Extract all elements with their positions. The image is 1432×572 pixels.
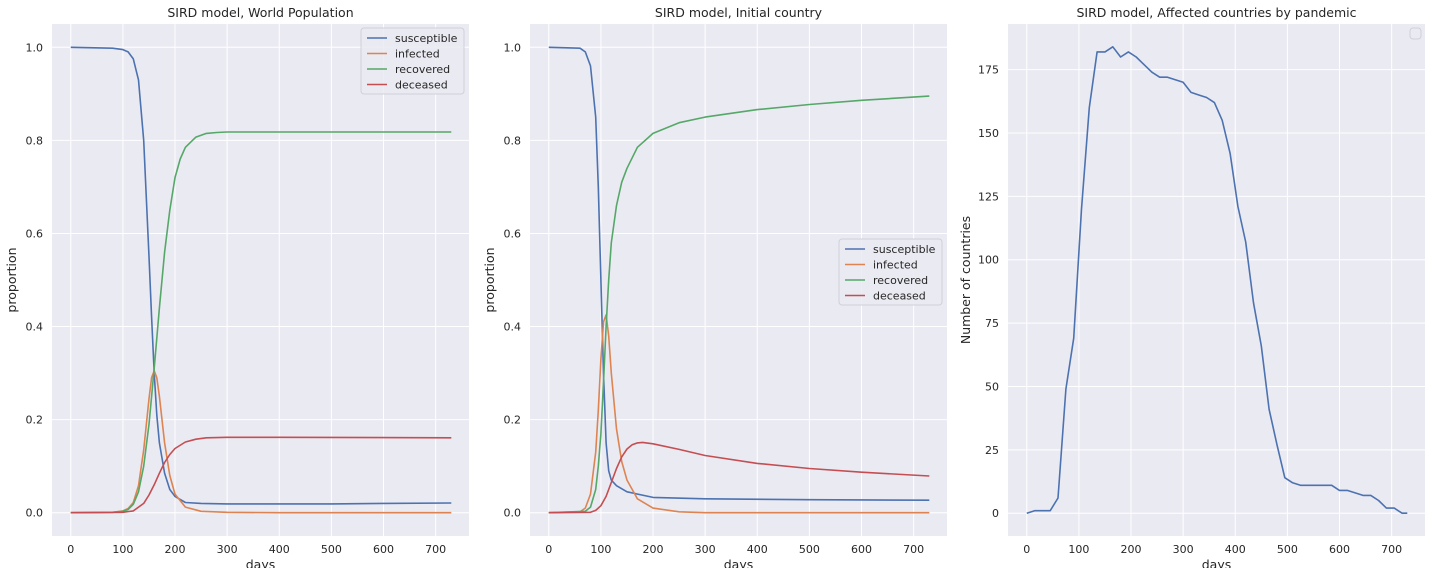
chart1-y-axis-label: proportion [4, 247, 19, 312]
chart2-legend-label-deceased: deceased [873, 290, 926, 303]
chart1-x-tick-label: 700 [425, 543, 446, 556]
chart3-legend [1409, 27, 1422, 40]
chart2-y-tick-label: 1.0 [504, 41, 522, 54]
chart1-y-tick-label: 0.2 [26, 414, 44, 427]
chart2-y-tick-label: 0.8 [504, 134, 522, 147]
chart1-y-tick-label: 0.6 [26, 227, 44, 240]
chart3-x-tick-label: 200 [1121, 543, 1142, 556]
chart2-y-tick-label: 0.0 [504, 507, 522, 520]
chart3: 0 100 200 300 400 500 600 700 0 25 50 75 100 125 150 17… [958, 5, 1425, 572]
chart1-x-tick-label: 400 [269, 543, 290, 556]
chart3-y-tick-label: 50 [985, 380, 999, 393]
chart2-legend [838, 238, 943, 306]
chart1-x-tick-label: 600 [373, 543, 394, 556]
chart1-legend-label-infected: infected [395, 48, 440, 61]
chart1-series-line-susceptible [70, 46, 452, 505]
chart2-y-tick-label: 0.2 [504, 414, 522, 427]
chart3-y-tick-label: 0 [992, 507, 999, 520]
chart1-y-tick-label: 0.0 [26, 507, 44, 520]
chart1-legend-label-deceased: deceased [395, 79, 448, 92]
chart2-series-line-infected [548, 314, 930, 514]
chart2-legend-label-recovered: recovered [873, 274, 928, 287]
chart1-x-tick-label: 300 [217, 543, 238, 556]
chart1-series-line-deceased [70, 436, 452, 514]
chart3-x-tick-label: 500 [1277, 543, 1298, 556]
chart3-title: SIRD model, Affected countries by pandem… [1076, 5, 1356, 20]
chart3-x-tick-label: 300 [1173, 543, 1194, 556]
chart2-x-tick-label: 600 [851, 543, 872, 556]
chart1-plot-area [52, 24, 469, 536]
chart2-y-axis-label: proportion [482, 247, 497, 312]
chart3-plot-area [1008, 24, 1425, 536]
chart1-legend-label-recovered: recovered [395, 63, 450, 76]
chart2-x-tick-label: 0 [545, 543, 552, 556]
chart3-x-axis-label: days [1202, 557, 1232, 568]
chart2-x-tick-label: 700 [903, 543, 924, 556]
chart2-legend-label-infected: infected [873, 259, 918, 272]
chart3-x-tick-label: 700 [1381, 543, 1402, 556]
chart2-x-tick-label: 200 [643, 543, 664, 556]
chart2-x-tick-label: 500 [799, 543, 820, 556]
chart2-y-tick-label: 0.4 [504, 321, 522, 334]
chart2-series-line-recovered [548, 95, 930, 514]
chart1-title: SIRD model, World Population [167, 5, 353, 20]
chart3-series-line-series-0 [1026, 46, 1408, 514]
chart3-y-tick-label: 175 [978, 64, 999, 77]
chart3-y-tick-label: 150 [978, 127, 999, 140]
chart3-x-tick-label: 0 [1023, 543, 1030, 556]
chart1-x-tick-label: 200 [165, 543, 186, 556]
chart1-legend [360, 27, 465, 95]
chart2-x-tick-label: 100 [590, 543, 611, 556]
chart3-y-tick-label: 125 [978, 190, 999, 203]
chart1-y-tick-label: 0.4 [26, 321, 44, 334]
chart3-y-tick-label: 75 [985, 317, 999, 330]
chart2-series-line-deceased [548, 441, 930, 514]
chart2: 0 100 200 300 400 500 600 700 0.0 0.2 0.4 0.6 0.8 1.0… [482, 5, 947, 572]
chart3-y-tick-label: 25 [985, 444, 999, 457]
chart2-legend-label-susceptible: susceptible [873, 243, 936, 256]
chart1-x-tick-label: 500 [321, 543, 342, 556]
chart3-x-tick-label: 600 [1329, 543, 1350, 556]
chart3-x-tick-label: 400 [1225, 543, 1246, 556]
chart1-series-line-recovered [70, 131, 452, 514]
chart1-x-tick-label: 0 [67, 543, 74, 556]
chart1: 0 100 200 300 400 500 600 700 0.0 0.2 0.4 0.6 0.8 1.0… [4, 5, 469, 572]
chart1-x-tick-label: 100 [112, 543, 133, 556]
chart2-x-tick-label: 400 [747, 543, 768, 556]
chart3-y-axis-label: Number of countries [958, 216, 973, 344]
chart1-y-tick-label: 0.8 [26, 134, 44, 147]
chart1-y-tick-label: 1.0 [26, 41, 44, 54]
chart2-y-tick-label: 0.6 [504, 227, 522, 240]
chart2-x-axis-label: days [724, 557, 754, 568]
chart1-legend-label-susceptible: susceptible [395, 32, 458, 45]
chart2-x-tick-label: 300 [695, 543, 716, 556]
chart2-series-line-susceptible [548, 46, 930, 501]
chart1-series-line-infected [70, 370, 452, 514]
chart3-y-tick-label: 100 [978, 254, 999, 267]
chart3-x-tick-label: 100 [1068, 543, 1089, 556]
chart2-title: SIRD model, Initial country [655, 5, 823, 20]
chart1-x-axis-label: days [246, 557, 276, 568]
